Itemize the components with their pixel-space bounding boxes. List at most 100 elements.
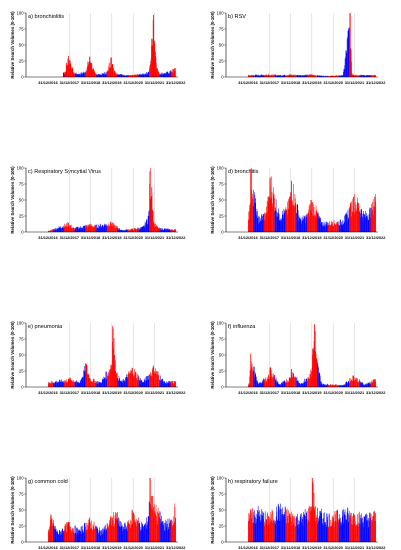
noise-bar	[101, 382, 103, 387]
noise-bar	[88, 225, 90, 232]
noise-bar	[341, 74, 342, 77]
noise-bar	[145, 376, 147, 387]
noise-bar	[357, 75, 358, 77]
noise-bar	[275, 379, 276, 387]
noise-bar	[132, 512, 134, 542]
chart-title: b) RSV	[228, 14, 246, 20]
noise-bar	[339, 219, 341, 232]
noise-bar	[345, 215, 347, 232]
noise-bar	[50, 514, 52, 542]
noise-bar	[81, 228, 83, 232]
noise-bar	[159, 379, 160, 387]
noise-bar	[370, 383, 371, 387]
noise-bar	[266, 206, 267, 232]
noise-bar	[261, 215, 263, 232]
noise-bar	[145, 73, 147, 77]
y-axis-label: Relative Search Volumes (0-100)	[210, 476, 215, 544]
noise-bar	[164, 228, 165, 232]
noise-bar	[285, 519, 287, 542]
noise-bar	[126, 75, 127, 77]
data-bar	[267, 375, 269, 387]
noise-bar	[72, 68, 74, 77]
noise-bar	[58, 381, 60, 387]
noise-bar	[290, 74, 292, 77]
noise-bar	[119, 379, 120, 387]
noise-bar	[162, 380, 164, 387]
noise-bar	[295, 75, 297, 77]
noise-bar	[331, 526, 332, 542]
noise-bar	[60, 381, 61, 387]
noise-bar	[327, 222, 328, 232]
noise-bar	[269, 74, 270, 77]
noise-bar	[147, 224, 148, 232]
noise-bar	[302, 525, 304, 542]
noise-bar	[350, 48, 352, 77]
noise-bar	[111, 525, 112, 542]
x-tick-label: 31/12/2018	[81, 390, 101, 395]
noise-bar	[249, 517, 250, 542]
noise-bar	[364, 516, 366, 542]
noise-bar	[119, 75, 120, 77]
noise-bar	[318, 75, 320, 77]
noise-bar	[315, 351, 316, 387]
noise-bar	[80, 72, 82, 77]
chart-title: g) common cold	[28, 479, 68, 485]
noise-bar	[328, 224, 330, 232]
noise-bar	[130, 75, 131, 77]
noise-bar	[355, 523, 357, 542]
noise-bar	[369, 512, 371, 542]
noise-bar	[96, 224, 98, 232]
noise-bar	[74, 381, 76, 387]
data-bar	[48, 230, 50, 232]
noise-bar	[166, 73, 168, 77]
noise-bar	[259, 75, 260, 77]
noise-bar	[74, 73, 76, 77]
noise-bar	[150, 61, 151, 77]
noise-bar	[299, 218, 300, 232]
noise-bar	[120, 381, 122, 387]
noise-bar	[368, 382, 369, 387]
noise-bar	[345, 519, 347, 542]
data-bar	[291, 180, 292, 232]
noise-bar	[286, 75, 287, 77]
data-bar	[121, 230, 122, 232]
noise-bar	[305, 74, 307, 77]
noise-bar	[77, 74, 78, 77]
noise-bar	[79, 529, 81, 542]
noise-bar	[173, 69, 175, 77]
noise-bar	[86, 365, 88, 387]
noise-bar	[255, 374, 256, 387]
noise-bar	[134, 514, 135, 542]
noise-bar	[108, 223, 109, 232]
noise-bar	[157, 226, 158, 232]
data-bar	[106, 524, 108, 542]
data-bar	[278, 75, 280, 77]
noise-bar	[88, 373, 89, 387]
noise-bar	[322, 384, 324, 387]
x-tick-label: 31/12/2019	[102, 235, 122, 240]
noise-bar	[145, 517, 147, 542]
noise-bar	[347, 215, 348, 232]
data-bar	[89, 224, 91, 232]
noise-bar	[261, 515, 263, 542]
noise-bar	[66, 379, 67, 387]
noise-bar	[304, 513, 305, 542]
noise-bar	[165, 382, 167, 387]
noise-bar	[90, 224, 92, 232]
noise-bar	[88, 526, 89, 542]
x-tick-label: 31/12/2016	[238, 390, 258, 395]
noise-bar	[329, 385, 331, 387]
noise-bar	[117, 378, 118, 387]
noise-bar	[155, 223, 156, 232]
data-bar	[142, 381, 144, 387]
noise-bar	[86, 70, 87, 77]
noise-bar	[322, 221, 324, 232]
noise-bar	[122, 531, 123, 542]
noise-bar	[102, 73, 104, 77]
noise-bar	[130, 230, 132, 232]
noise-bar	[114, 225, 116, 232]
noise-bar	[354, 514, 355, 542]
noise-bar	[92, 226, 94, 232]
data-bar	[342, 385, 344, 387]
noise-bar	[137, 520, 138, 542]
